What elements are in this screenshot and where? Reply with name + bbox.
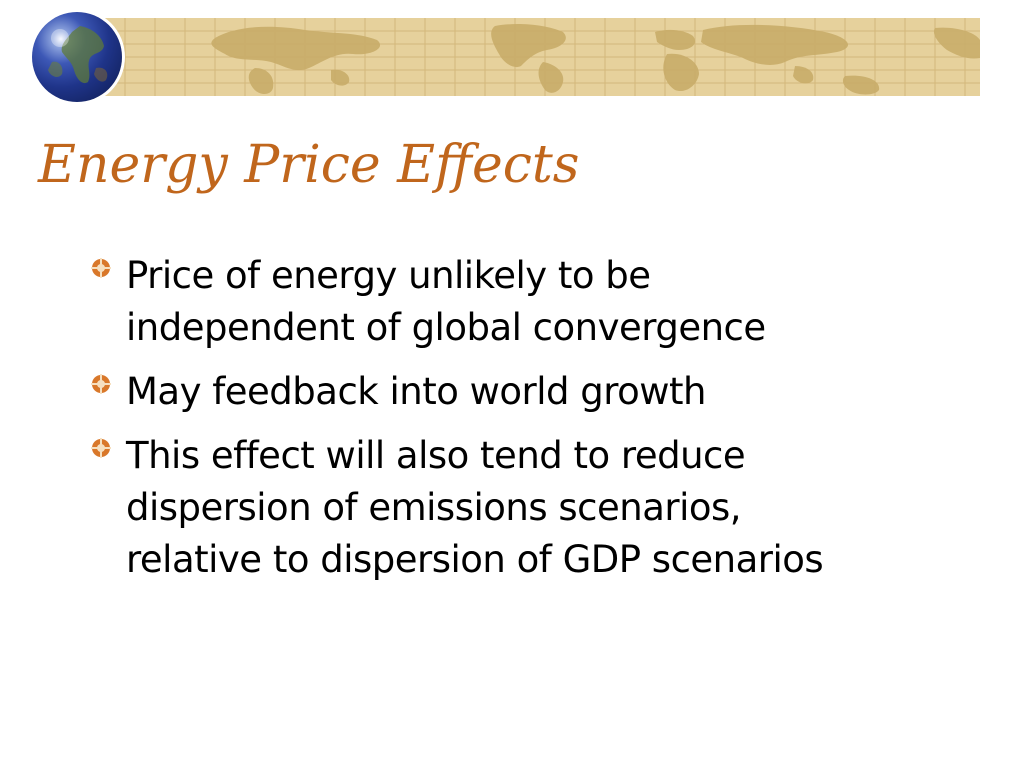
bullet-list: Price of energy unlikely to be independe… [90, 250, 990, 598]
orange-gear-bullet-icon [91, 438, 111, 458]
world-map-banner [95, 18, 980, 96]
slide-title: Energy Price Effects [38, 135, 580, 195]
bullet-text: This effect will also tend to reduce dis… [126, 434, 824, 581]
bullet-item: This effect will also tend to reduce dis… [90, 430, 990, 586]
bullet-text: May feedback into world growth [126, 370, 707, 413]
orange-gear-bullet-icon [91, 258, 111, 278]
bullet-item: Price of energy unlikely to be independe… [90, 250, 990, 354]
world-map-graphic [95, 18, 980, 96]
globe-continents-graphic [48, 26, 108, 84]
bullet-item: May feedback into world growth [90, 366, 990, 418]
globe-icon [32, 12, 122, 102]
bullet-text: Price of energy unlikely to be independe… [126, 254, 766, 349]
orange-gear-bullet-icon [91, 374, 111, 394]
